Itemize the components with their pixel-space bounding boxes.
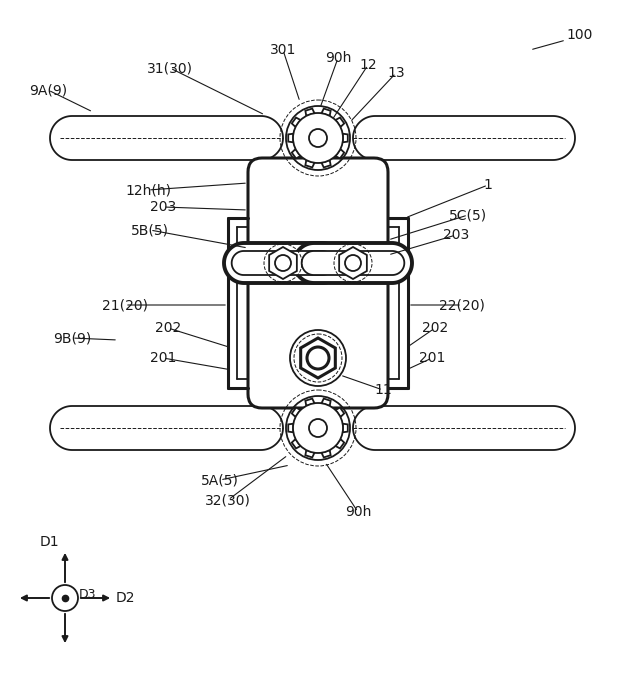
Text: 5A(5): 5A(5) (201, 473, 239, 487)
Polygon shape (292, 408, 301, 417)
Circle shape (309, 419, 327, 437)
Polygon shape (335, 408, 344, 417)
Polygon shape (269, 247, 297, 279)
FancyBboxPatch shape (248, 158, 388, 408)
Polygon shape (342, 134, 348, 143)
Polygon shape (353, 406, 575, 450)
Text: 301: 301 (270, 43, 296, 57)
Text: D3: D3 (79, 588, 97, 601)
Text: 13: 13 (387, 66, 405, 80)
Text: D1: D1 (39, 535, 59, 549)
Text: 11: 11 (374, 383, 392, 397)
Circle shape (293, 113, 343, 163)
Polygon shape (292, 149, 301, 158)
Polygon shape (292, 439, 301, 449)
Text: 12h(h): 12h(h) (125, 183, 171, 197)
Polygon shape (301, 338, 335, 378)
Text: 201: 201 (419, 351, 445, 365)
Text: 90h: 90h (325, 51, 351, 65)
Polygon shape (232, 251, 334, 275)
Text: 202: 202 (422, 321, 448, 335)
Text: 202: 202 (155, 321, 181, 335)
Polygon shape (321, 160, 331, 167)
Text: 22(20): 22(20) (439, 298, 485, 312)
Polygon shape (335, 439, 344, 449)
Text: 5B(5): 5B(5) (131, 223, 169, 237)
Polygon shape (288, 134, 293, 143)
Polygon shape (305, 450, 314, 457)
Polygon shape (50, 406, 283, 450)
Text: 203: 203 (443, 228, 469, 242)
Polygon shape (321, 450, 331, 457)
Circle shape (309, 129, 327, 147)
Polygon shape (305, 398, 314, 406)
Polygon shape (335, 118, 344, 127)
Polygon shape (224, 243, 342, 283)
Text: 201: 201 (150, 351, 176, 365)
Text: 1: 1 (484, 178, 492, 192)
Text: 203: 203 (150, 200, 176, 214)
Text: 5C(5): 5C(5) (449, 208, 487, 222)
Text: D2: D2 (115, 591, 135, 605)
Text: 32(30): 32(30) (205, 493, 251, 507)
Text: 100: 100 (567, 28, 593, 42)
Polygon shape (288, 424, 293, 432)
Polygon shape (339, 247, 367, 279)
Polygon shape (321, 398, 331, 406)
Text: 90h: 90h (345, 505, 371, 519)
Text: 9A(9): 9A(9) (29, 83, 67, 97)
Polygon shape (301, 251, 404, 275)
Polygon shape (305, 160, 314, 167)
Text: 31(30): 31(30) (147, 61, 193, 75)
Text: 9B(9): 9B(9) (53, 331, 91, 345)
Polygon shape (353, 116, 575, 160)
Polygon shape (335, 149, 344, 158)
Polygon shape (292, 118, 301, 127)
Polygon shape (50, 116, 283, 160)
Polygon shape (342, 424, 348, 432)
Text: 12: 12 (359, 58, 377, 72)
Polygon shape (321, 109, 331, 116)
Text: 21(20): 21(20) (102, 298, 148, 312)
Polygon shape (294, 243, 412, 283)
Polygon shape (305, 109, 314, 116)
Circle shape (293, 403, 343, 453)
